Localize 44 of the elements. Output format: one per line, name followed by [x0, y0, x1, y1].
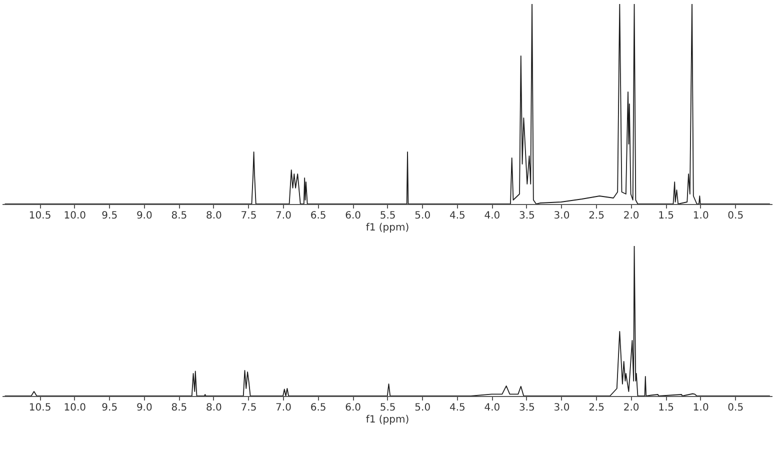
x-tick-label: 9.0: [136, 402, 152, 414]
x-tick-label: 3.0: [554, 210, 570, 222]
x-tick-label: 5.0: [414, 210, 431, 222]
x-tick-label: 0.5: [728, 210, 744, 222]
x-tick-label: 9.5: [102, 402, 118, 414]
x-axis-title: f1 (ppm): [366, 414, 410, 426]
x-tick-label: 7.5: [240, 210, 257, 222]
x-tick-label: 4.5: [449, 402, 466, 414]
x-tick-label: 8.0: [206, 210, 222, 222]
x-tick-label: 6.0: [345, 402, 362, 414]
x-tick-label: 1.5: [658, 210, 674, 222]
x-tick-label: 4.0: [484, 210, 500, 222]
x-tick-label: 3.0: [554, 402, 570, 414]
x-tick-label: 5.5: [380, 210, 396, 222]
x-tick-label: 8.5: [171, 210, 188, 222]
x-axis-title: f1 (ppm): [366, 222, 410, 234]
x-tick-label: 4.0: [484, 402, 500, 414]
x-tick-label: 10.5: [28, 210, 52, 222]
x-tick-label: 10.0: [64, 402, 86, 414]
x-tick-label: 4.5: [449, 210, 466, 222]
x-tick-label: 2.0: [623, 402, 640, 414]
x-tick-label: 1.5: [658, 402, 674, 414]
x-tick-label: 1.0: [692, 402, 709, 414]
x-tick-label: 10.0: [64, 210, 86, 222]
x-tick-label: 5.5: [380, 402, 396, 414]
x-tick-label: 7.0: [276, 210, 292, 222]
x-tick-label: 0.5: [728, 402, 744, 414]
x-tick-label: 9.0: [136, 210, 152, 222]
x-tick-label: 7.0: [276, 402, 292, 414]
x-tick-label: 2.5: [588, 210, 604, 222]
x-tick-label: 7.5: [240, 402, 257, 414]
x-tick-label: 2.5: [588, 402, 604, 414]
x-tick-label: 6.5: [310, 402, 326, 414]
x-tick-label: 3.5: [519, 210, 535, 222]
x-tick-label: 3.5: [519, 402, 535, 414]
x-tick-label: 6.0: [345, 210, 362, 222]
x-tick-label: 6.5: [310, 210, 326, 222]
x-tick-label: 9.5: [102, 210, 118, 222]
x-tick-label: 1.0: [692, 210, 709, 222]
x-tick-label: 5.0: [414, 402, 431, 414]
x-tick-label: 8.0: [206, 402, 222, 414]
x-tick-label: 2.0: [623, 210, 640, 222]
x-tick-label: 10.5: [28, 402, 52, 414]
x-tick-label: 8.5: [171, 402, 188, 414]
